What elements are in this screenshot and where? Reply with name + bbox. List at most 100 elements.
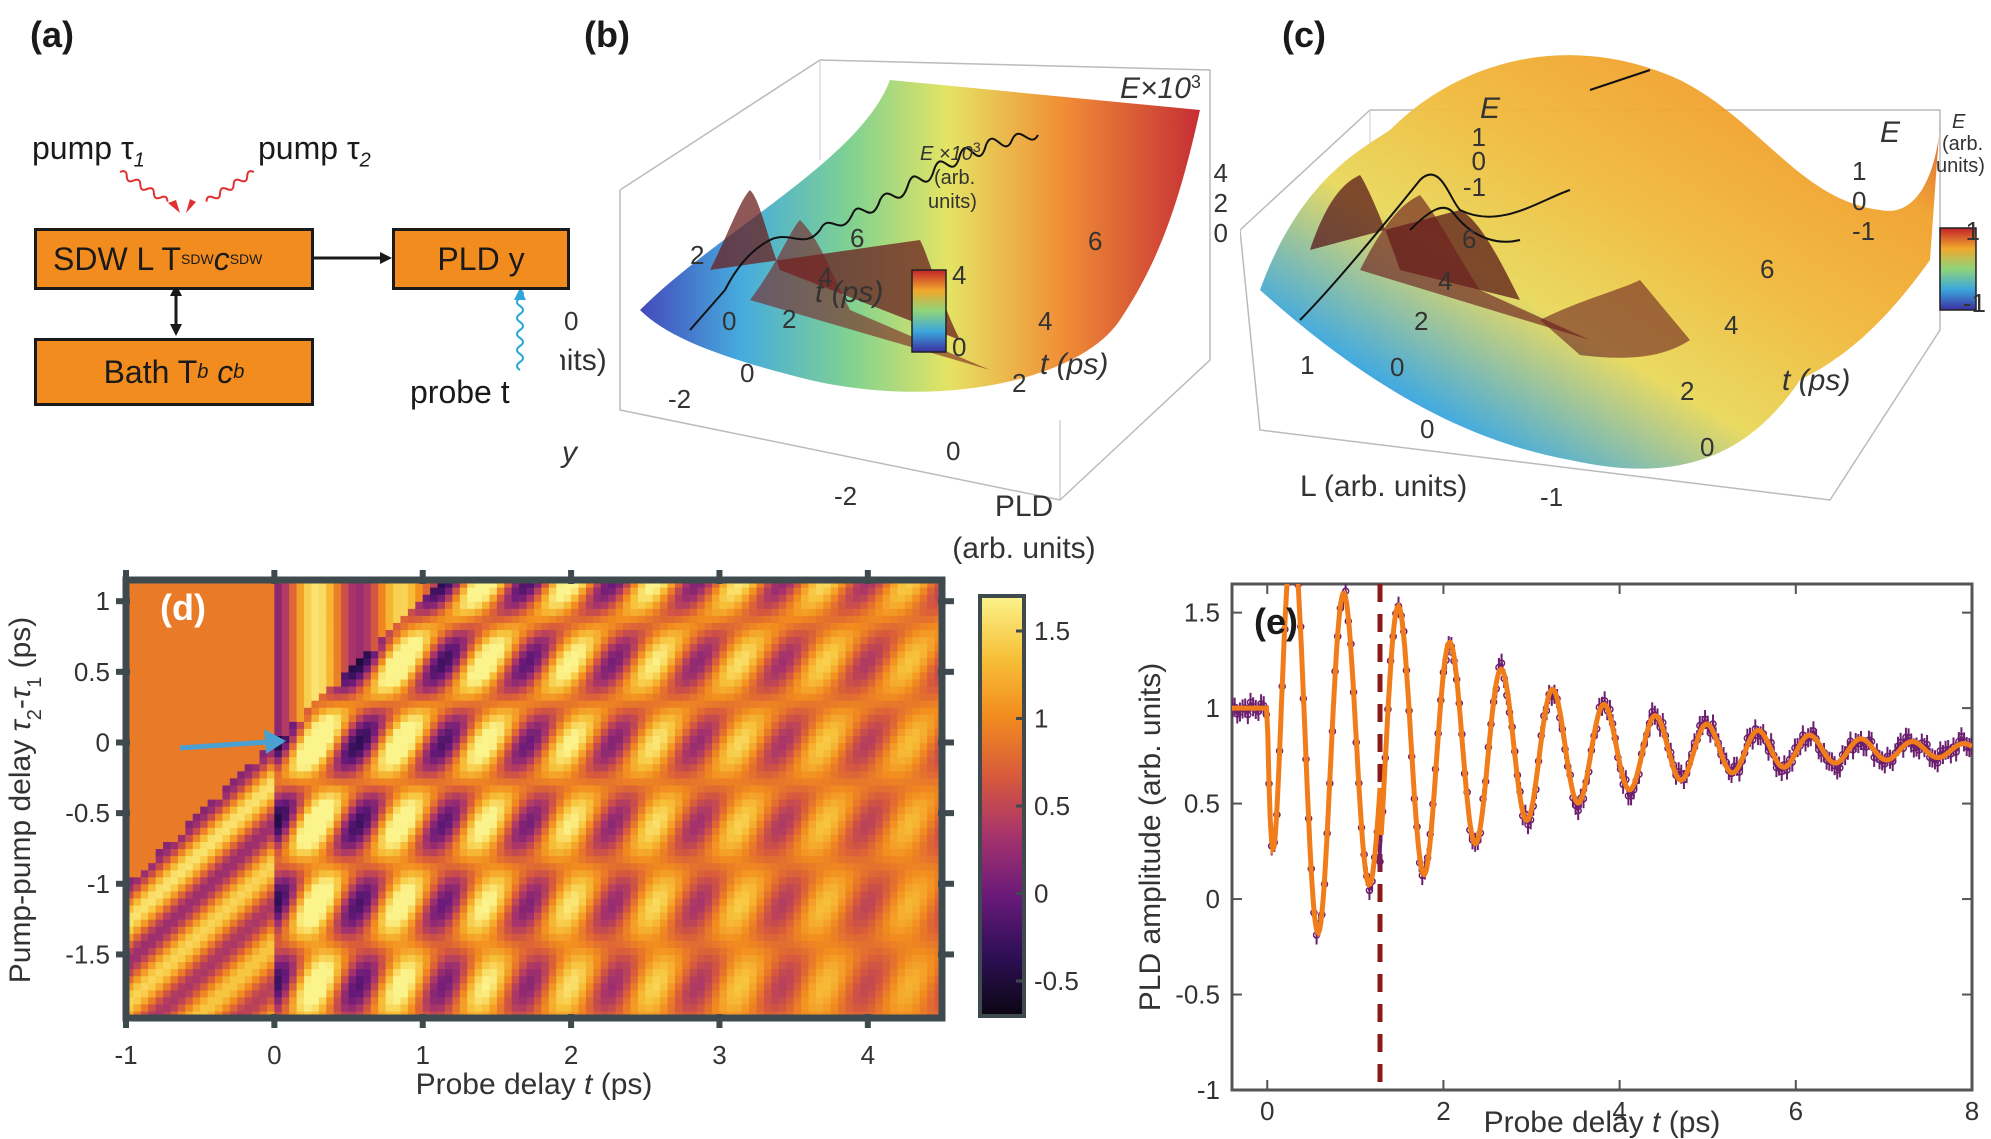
heatmap-cell <box>660 876 669 885</box>
heatmap-cell <box>378 784 387 793</box>
heatmap-cell <box>148 834 157 842</box>
heatmap-cell <box>623 601 632 609</box>
heatmap-cell <box>177 954 186 963</box>
heatmap-cell <box>363 1010 372 1018</box>
heatmap-cell <box>370 820 379 828</box>
heatmap-cell <box>200 1003 209 1012</box>
heatmap-cell <box>697 777 706 786</box>
heatmap-cell <box>192 799 201 807</box>
heatmap-cell <box>430 601 439 609</box>
heatmap-cell <box>652 975 661 984</box>
heatmap-cell <box>430 912 439 920</box>
heatmap-cell <box>689 601 698 609</box>
heatmap-cell <box>222 1003 231 1012</box>
heatmap-cell <box>163 975 172 984</box>
heatmap-cell <box>519 735 528 744</box>
heatmap-cell <box>215 1010 224 1018</box>
heatmap-cell <box>244 587 253 595</box>
heatmap-cell <box>400 714 409 722</box>
heatmap-cell <box>667 763 676 772</box>
heatmap-cell <box>608 791 617 800</box>
heatmap-cell <box>660 622 669 631</box>
heatmap-cell <box>192 657 201 666</box>
heatmap-cell <box>541 855 550 864</box>
heatmap-cell <box>637 791 646 800</box>
heatmap-cell <box>585 763 594 772</box>
heatmap-cell <box>177 799 186 807</box>
heatmap-cell <box>140 608 149 616</box>
heatmap-cell <box>563 735 572 744</box>
heatmap-cell <box>496 912 505 920</box>
heatmap-cell <box>177 996 186 1005</box>
heatmap-cell <box>660 982 669 991</box>
heatmap-cell <box>608 968 617 977</box>
heatmap-cell <box>393 756 402 765</box>
heatmap-cell <box>222 685 231 694</box>
heatmap-cell <box>467 685 476 694</box>
heatmap-cell <box>563 1003 572 1012</box>
heatmap-cell <box>289 961 298 970</box>
heatmap-cell <box>341 968 350 977</box>
heatmap-cell <box>674 685 683 694</box>
heatmap-cell <box>326 594 335 602</box>
heatmap-cell <box>511 763 520 772</box>
heatmap-cell <box>496 742 505 751</box>
heatmap-cell <box>704 968 713 977</box>
heatmap-cell <box>318 947 327 956</box>
heatmap-cell <box>229 671 238 680</box>
heatmap-cell <box>689 763 698 772</box>
heatmap-cell <box>600 700 609 708</box>
heatmap-cell <box>393 784 402 793</box>
heatmap-cell <box>482 897 491 906</box>
heatmap-cell <box>311 700 320 708</box>
heatmap-cell <box>415 862 424 871</box>
heatmap-cell <box>155 848 164 857</box>
heatmap-cell <box>467 982 476 991</box>
heatmap-cell <box>341 954 350 963</box>
heatmap-cell <box>244 1010 253 1018</box>
heatmap-cell <box>430 996 439 1005</box>
heatmap-cell <box>600 1010 609 1018</box>
heatmap-cell <box>608 883 617 892</box>
heatmap-cell <box>615 841 624 850</box>
heatmap-cell <box>126 876 135 885</box>
heatmap-cell <box>318 996 327 1005</box>
heatmap-cell <box>126 657 135 666</box>
heatmap-cell <box>667 904 676 913</box>
heatmap-cell <box>652 876 661 885</box>
heatmap-cell <box>548 685 557 694</box>
heatmap-cell <box>126 756 135 765</box>
heatmap-cell <box>177 947 186 956</box>
heatmap-cell <box>600 636 609 645</box>
heatmap-cell <box>623 954 632 963</box>
heatmap-cell <box>222 961 231 970</box>
heatmap-cell <box>400 954 409 963</box>
heatmap-cell <box>660 827 669 835</box>
heatmap-cell <box>296 919 305 927</box>
heatmap-cell <box>704 615 713 623</box>
heatmap-cell <box>437 968 446 977</box>
heatmap-cell <box>304 685 313 694</box>
heatmap-cell <box>237 685 246 694</box>
heatmap-cell <box>126 721 135 729</box>
heatmap-cell <box>504 876 513 885</box>
heatmap-cell <box>585 728 594 737</box>
heatmap-cell <box>252 742 261 751</box>
heatmap-cell <box>274 580 283 588</box>
heatmap-cell <box>311 996 320 1005</box>
heatmap-cell <box>296 791 305 800</box>
heatmap-cell <box>623 933 632 941</box>
heatmap-cell <box>652 777 661 786</box>
heatmap-cell <box>378 897 387 906</box>
heatmap-cell <box>600 749 609 758</box>
heatmap-cell <box>430 975 439 984</box>
heatmap-cell <box>281 855 290 864</box>
heatmap-cell <box>467 636 476 645</box>
heatmap-cell <box>177 650 186 659</box>
heatmap-cell <box>378 806 387 814</box>
heatmap-cell <box>689 707 698 715</box>
heatmap-cell <box>712 989 721 998</box>
heatmap-cell <box>526 827 535 835</box>
heatmap-cell <box>496 799 505 807</box>
heatmap-cell <box>571 636 580 645</box>
